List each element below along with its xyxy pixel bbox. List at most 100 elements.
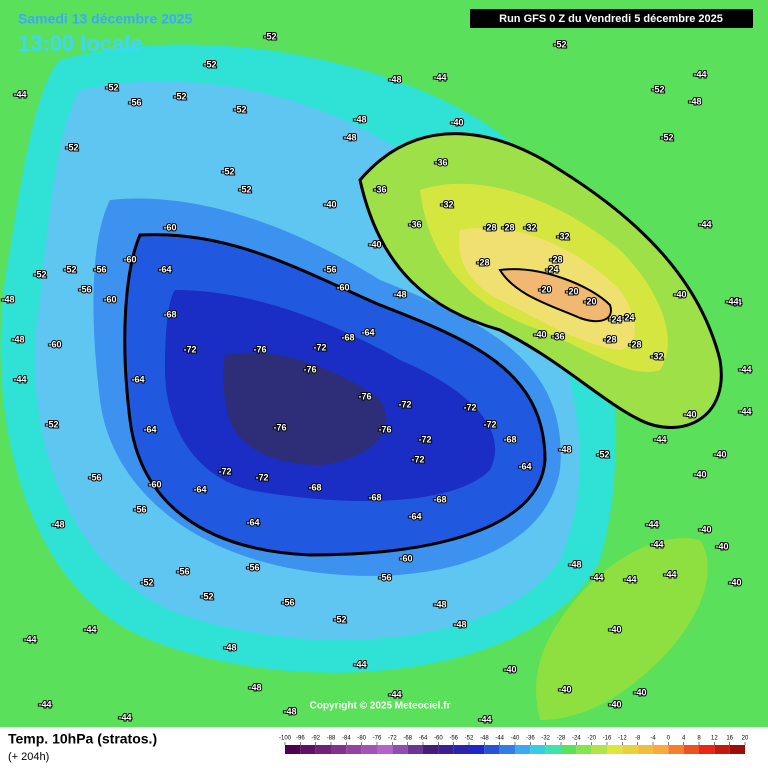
scale-swatch xyxy=(361,745,377,754)
scale-swatch xyxy=(561,745,577,754)
contour-label: -52 xyxy=(203,59,216,69)
contour-label: -52 xyxy=(651,84,664,94)
scale-tick-label: 8 xyxy=(697,736,701,742)
contour-label: -44 xyxy=(738,364,751,374)
contour-label: -52 xyxy=(173,91,186,101)
scale-tick-label: -12 xyxy=(618,736,627,742)
contour-label: -44 xyxy=(433,72,446,82)
scale-tick-label: -32 xyxy=(541,736,550,742)
contour-label: -48 xyxy=(283,706,296,716)
contour-label: -40 xyxy=(693,469,706,479)
scale-swatch xyxy=(729,745,745,754)
contour-label: -40 xyxy=(558,684,571,694)
scale-tick-label: 0 xyxy=(667,736,671,742)
contour-label: -52 xyxy=(105,82,118,92)
scale-swatch xyxy=(484,745,500,754)
contour-label: -28 xyxy=(603,334,616,344)
contour-label: -24 xyxy=(621,312,634,322)
contour-label: -48 xyxy=(223,642,236,652)
contour-label: -40 xyxy=(533,329,546,339)
scale-tick-label: -44 xyxy=(495,736,504,742)
contour-label: -60 xyxy=(123,254,136,264)
contour-label: -40 xyxy=(608,624,621,634)
contour-label: -60 xyxy=(336,282,349,292)
scale-tick-label: -4 xyxy=(650,736,656,742)
scale-tick-label: 20 xyxy=(742,736,749,742)
contour-label: -44 xyxy=(623,574,636,584)
scale-swatch xyxy=(576,745,592,754)
contour-label: -20 xyxy=(538,284,551,294)
contour-label: -68 xyxy=(433,494,446,504)
contour-label: -52 xyxy=(65,142,78,152)
contour-label: -52 xyxy=(33,269,46,279)
contour-label: -52 xyxy=(238,184,251,194)
scale-swatch xyxy=(699,745,715,754)
contour-label: -60 xyxy=(103,294,116,304)
contour-label: -28 xyxy=(628,339,641,349)
scale-tick-label: -64 xyxy=(419,736,428,742)
scale-swatch xyxy=(607,745,623,754)
contour-label: -68 xyxy=(308,482,321,492)
contour-label: -72 xyxy=(463,402,476,412)
scale-swatch xyxy=(315,745,331,754)
contour-label: -72 xyxy=(183,344,196,354)
contour-label: -44 xyxy=(693,69,706,79)
contour-label: -44 xyxy=(728,297,741,307)
scale-tick-label: -72 xyxy=(388,736,397,742)
contour-label: -40 xyxy=(713,449,726,459)
scale-tick-label: -88 xyxy=(327,736,336,742)
scale-tick-label: -56 xyxy=(449,736,458,742)
scale-tick-label: -8 xyxy=(635,736,641,742)
contour-label: -32 xyxy=(440,199,453,209)
contour-label: -56 xyxy=(378,572,391,582)
contour-label: -40 xyxy=(368,239,381,249)
contour-label: -60 xyxy=(148,479,161,489)
contour-label: -64 xyxy=(518,461,531,471)
contour-label: -48 xyxy=(1,294,14,304)
contour-label: -44 xyxy=(645,519,658,529)
contour-label: -40 xyxy=(323,199,336,209)
scale-tick-label: -96 xyxy=(296,736,305,742)
contour-label: -48 xyxy=(11,334,24,344)
contour-label: -60 xyxy=(48,339,61,349)
scale-tick-label: -28 xyxy=(557,736,566,742)
contour-label: -48 xyxy=(393,289,406,299)
scale-tick-label: -76 xyxy=(373,736,382,742)
contour-label: -72 xyxy=(418,434,431,444)
scale-swatch xyxy=(285,745,301,754)
scale-tick-label: 12 xyxy=(711,736,718,742)
local-time: 13:00 locale xyxy=(18,31,143,56)
scale-swatch xyxy=(653,745,669,754)
contour-label: -32 xyxy=(556,231,569,241)
contour-label: -52 xyxy=(63,264,76,274)
contour-label: -52 xyxy=(221,166,234,176)
contour-label: -48 xyxy=(568,559,581,569)
contour-label: -48 xyxy=(353,114,366,124)
scale-swatch xyxy=(591,745,607,754)
contour-label: -40 xyxy=(633,687,646,697)
contour-label: -40 xyxy=(698,524,711,534)
run-box xyxy=(470,9,753,28)
contour-label: -44 xyxy=(353,659,366,669)
scale-tick-label: 4 xyxy=(682,736,686,742)
contour-label: -44 xyxy=(698,219,711,229)
contour-label: -20 xyxy=(583,296,596,306)
contour-label: -56 xyxy=(133,504,146,514)
scale-tick-label: -84 xyxy=(342,736,351,742)
contour-label: -64 xyxy=(361,327,374,337)
scale-swatch xyxy=(668,745,684,754)
contour-label: -52 xyxy=(140,577,153,587)
scale-tick-label: -16 xyxy=(603,736,612,742)
contour-label: -76 xyxy=(358,391,371,401)
contour-label: -52 xyxy=(596,449,609,459)
contour-label: -24 xyxy=(545,264,558,274)
contour-label: -44 xyxy=(478,714,491,724)
contour-label: -68 xyxy=(163,309,176,319)
scale-swatch xyxy=(300,745,316,754)
contour-label: -48 xyxy=(388,74,401,84)
scale-swatch xyxy=(714,745,730,754)
contour-label: -28 xyxy=(501,222,514,232)
contour-label: -68 xyxy=(368,492,381,502)
warm-core xyxy=(498,268,612,323)
